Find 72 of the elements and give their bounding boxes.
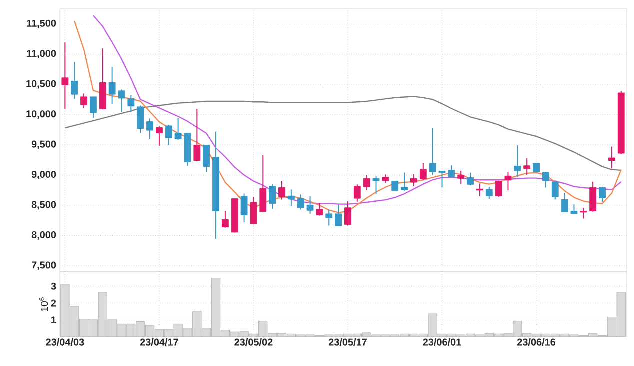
candlestick xyxy=(476,183,484,197)
candlestick xyxy=(146,118,154,140)
candlestick xyxy=(326,209,333,226)
y-tick-label: 8,500 xyxy=(32,201,56,210)
y-tick-label: 1 xyxy=(52,316,56,324)
y-tick-label: 8,000 xyxy=(32,231,56,240)
candlestick xyxy=(108,66,116,104)
candlestick xyxy=(288,189,295,207)
candlestick xyxy=(80,93,88,109)
candlestick xyxy=(458,170,465,185)
candlestick xyxy=(495,180,502,198)
candlestick xyxy=(590,181,597,212)
candlestick xyxy=(363,174,370,191)
candlestick xyxy=(62,42,69,110)
candlestick xyxy=(250,196,258,226)
x-tick-label: 23/05/17 xyxy=(328,338,367,346)
candlestick xyxy=(514,144,522,178)
y-tick-label: 10,500 xyxy=(26,80,56,89)
y-axis-title: 10$^{6}$ xyxy=(40,298,48,312)
y-tick-label: 7,500 xyxy=(32,262,56,270)
candlestick xyxy=(194,108,201,162)
candlestick xyxy=(599,186,606,203)
candlestick xyxy=(306,196,314,214)
candlestick xyxy=(240,193,248,223)
candlestick xyxy=(335,204,342,227)
candlestick xyxy=(90,96,97,119)
x-tick-label: 23/06/16 xyxy=(517,338,556,346)
candlestick xyxy=(504,171,512,191)
candlestick xyxy=(420,162,427,181)
candlestick xyxy=(401,172,408,192)
candlestick xyxy=(128,94,135,113)
candlestick xyxy=(438,170,446,188)
candlestick xyxy=(552,181,559,200)
candlestick xyxy=(524,158,531,176)
candlestick xyxy=(269,184,276,210)
candlestick xyxy=(542,171,550,188)
candlestick xyxy=(156,126,163,146)
candlestick xyxy=(316,202,324,216)
candlestick xyxy=(467,172,474,186)
candlestick xyxy=(71,62,78,100)
candlestick xyxy=(580,207,588,220)
candlestick xyxy=(297,194,304,210)
candlestick xyxy=(260,154,267,213)
x-tick-label: 23/05/02 xyxy=(234,338,273,346)
y-tick-label: 11,500 xyxy=(27,20,56,28)
candlestick xyxy=(372,176,380,195)
candlestick xyxy=(203,144,210,172)
candlestick xyxy=(118,89,126,113)
candlestick xyxy=(165,124,172,146)
candlestick xyxy=(486,186,493,200)
y-tick-label: 9,000 xyxy=(32,171,56,180)
candlestick xyxy=(278,180,286,200)
y-tick-label: 9,500 xyxy=(32,140,56,150)
y-tick-label: 10,000 xyxy=(26,110,56,120)
candlestick xyxy=(608,146,616,170)
candlestick xyxy=(222,210,229,228)
x-tick-label: 23/06/01 xyxy=(423,338,462,346)
candlestick xyxy=(137,105,144,134)
candlestick xyxy=(410,174,418,187)
candlestick xyxy=(174,118,182,140)
candlestick xyxy=(354,184,361,202)
candlestick xyxy=(561,192,568,213)
candlestick xyxy=(392,180,399,192)
x-tick-label: 23/04/03 xyxy=(46,338,84,346)
y-tick-label: 3 xyxy=(51,282,56,290)
candlestick xyxy=(344,200,352,226)
y-tick-label: 11,000 xyxy=(27,50,56,59)
candlestick xyxy=(448,165,456,178)
x-tick-label: 23/04/17 xyxy=(140,338,178,346)
candlestick xyxy=(570,204,578,214)
candlestick xyxy=(429,128,436,176)
y-tick-label: 2 xyxy=(51,300,56,307)
